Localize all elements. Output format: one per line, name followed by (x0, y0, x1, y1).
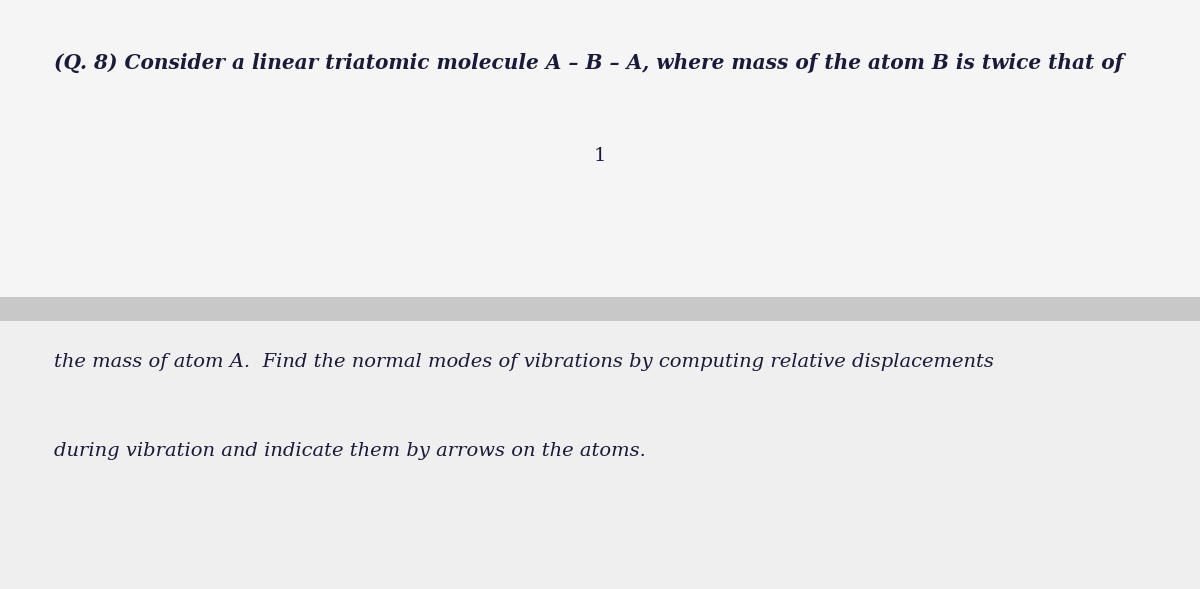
Text: (Q. 8) Consider a linear triatomic molecule A – B – A, where mass of the atom B : (Q. 8) Consider a linear triatomic molec… (54, 53, 1123, 73)
Text: 1: 1 (594, 147, 606, 166)
Text: during vibration and indicate them by arrows on the atoms.: during vibration and indicate them by ar… (54, 442, 646, 460)
Text: the mass of atom A.  Find the normal modes of vibrations by computing relative d: the mass of atom A. Find the normal mode… (54, 353, 994, 372)
Bar (0, 321, 1200, 589)
Bar (0, 297, 1200, 321)
